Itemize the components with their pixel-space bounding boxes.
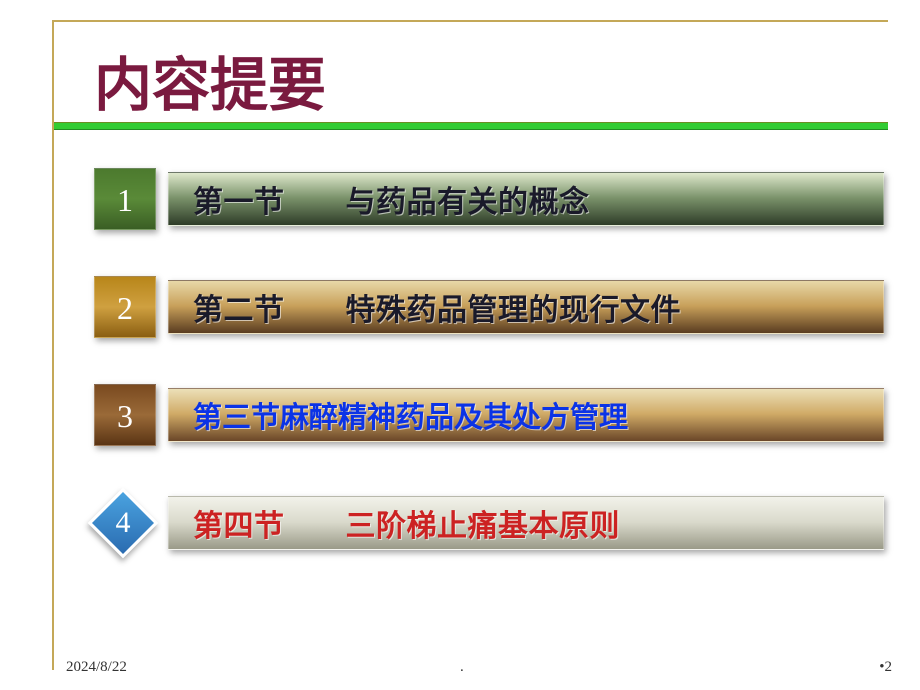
item-bar-4: 第四节 三阶梯止痛基本原则 — [168, 496, 884, 550]
item-number-3: 3 — [94, 384, 156, 446]
item-number-1: 1 — [94, 168, 156, 230]
item-text-1: 第一节 与药品有关的概念 — [193, 177, 590, 221]
item-text-2: 第二节 特殊药品管理的现行文件 — [193, 285, 681, 329]
item-bar-1: 第一节 与药品有关的概念 — [168, 172, 884, 226]
item-number-4-wrap: 4 — [84, 484, 162, 562]
item-text-4: 第四节 三阶梯止痛基本原则 — [193, 501, 620, 545]
item-text-3: 第三节麻醉精神药品及其处方管理 — [193, 394, 628, 436]
footer-date: 2024/8/22 — [66, 659, 127, 676]
outline-item-4: 4 第四节 三阶梯止痛基本原则 — [94, 492, 886, 554]
item-number-4: 4 — [84, 484, 162, 562]
footer-page: •2 — [879, 659, 892, 676]
outline-item-3: 3 第三节麻醉精神药品及其处方管理 — [94, 384, 886, 446]
footer-center: . — [460, 659, 464, 676]
item-bar-3: 第三节麻醉精神药品及其处方管理 — [168, 388, 884, 442]
title-underline — [54, 122, 888, 130]
page-title: 内容提要 — [94, 38, 326, 122]
item-number-2: 2 — [94, 276, 156, 338]
outline-item-2: 2 第二节 特殊药品管理的现行文件 — [94, 276, 886, 338]
item-bar-2: 第二节 特殊药品管理的现行文件 — [168, 280, 884, 334]
outline-item-1: 1 第一节 与药品有关的概念 — [94, 168, 886, 230]
